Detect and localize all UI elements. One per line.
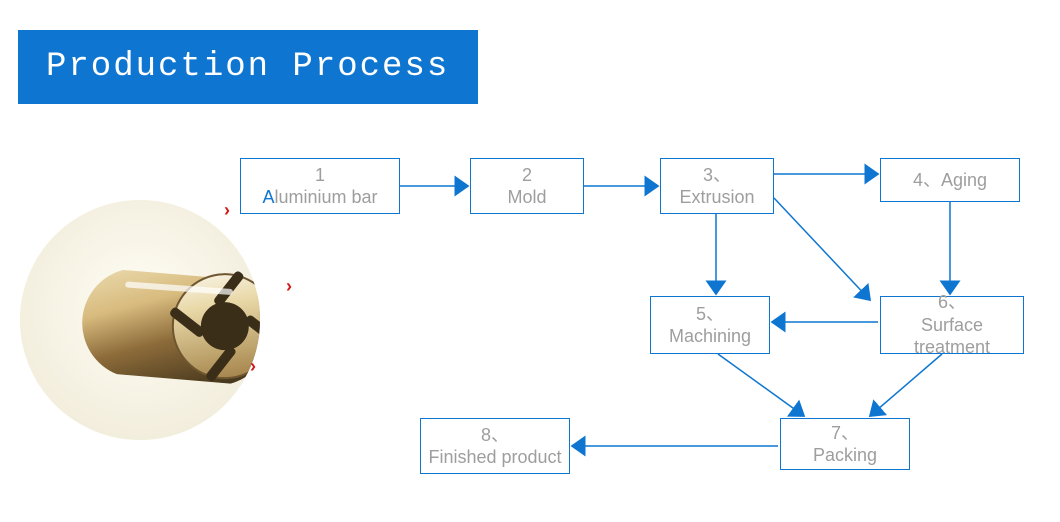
- node-label: Surface treatment: [881, 314, 1023, 359]
- node-label: Finished product: [428, 446, 561, 469]
- node-aging: 4、Aging: [880, 158, 1020, 202]
- node-label-inline: 4、Aging: [913, 169, 987, 192]
- caret-icon: ›: [286, 276, 292, 297]
- node-number: 1: [315, 164, 325, 187]
- node-number: 2: [522, 164, 532, 187]
- node-finished-product: 8、 Finished product: [420, 418, 570, 474]
- node-label: Machining: [669, 325, 751, 348]
- diagram-stage: { "title": { "text": "Production Process…: [0, 0, 1060, 522]
- node-label: Mold: [507, 186, 546, 209]
- node-number: 6、: [938, 291, 966, 314]
- node-label: Packing: [813, 444, 877, 467]
- node-number: 5、: [696, 303, 724, 326]
- node-aluminium-bar: 1 Aluminium bar: [240, 158, 400, 214]
- caret-icon: ›: [224, 200, 230, 221]
- page-title: Production Process: [18, 30, 478, 104]
- node-machining: 5、 Machining: [650, 296, 770, 354]
- node-number: 8、: [481, 424, 509, 447]
- node-label: Aluminium bar: [262, 186, 377, 209]
- node-surface-treatment: 6、 Surface treatment: [880, 296, 1024, 354]
- extrusion-icon: [20, 200, 260, 440]
- node-extrusion: 3、 Extrusion: [660, 158, 774, 214]
- node-number: 3、: [703, 164, 731, 187]
- node-packing: 7、 Packing: [780, 418, 910, 470]
- product-image: [20, 200, 260, 440]
- node-number: 7、: [831, 422, 859, 445]
- caret-icon: ›: [250, 356, 256, 377]
- node-mold: 2 Mold: [470, 158, 584, 214]
- node-label: Extrusion: [679, 186, 754, 209]
